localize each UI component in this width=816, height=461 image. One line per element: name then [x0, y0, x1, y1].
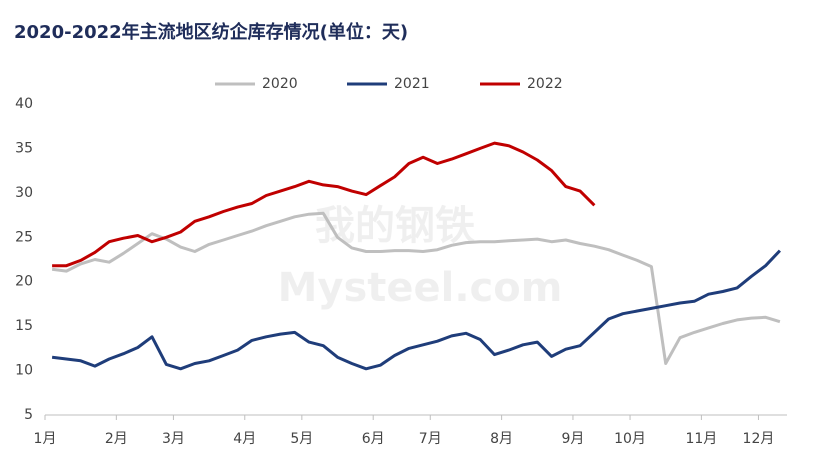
watermark: Mysteel.com — [278, 265, 563, 311]
x-tick-label: 10月 — [614, 431, 646, 447]
x-tick-label: 8月 — [490, 431, 513, 447]
legend-label: 2022 — [527, 76, 563, 92]
series-line — [51, 211, 781, 365]
series-line — [52, 141, 596, 268]
x-tick-label: 7月 — [419, 431, 442, 447]
x-tick-label: 9月 — [562, 431, 585, 447]
y-tick-label: 35 — [15, 140, 33, 156]
y-tick-label: 20 — [15, 274, 33, 290]
y-tick-label: 10 — [15, 363, 33, 379]
y-tick-label: 15 — [15, 318, 33, 334]
y-tick-label: 30 — [15, 185, 33, 201]
legend-label: 2021 — [394, 76, 430, 92]
x-tick-label: 12月 — [743, 431, 775, 447]
x-tick-label: 3月 — [162, 431, 185, 447]
legend-label: 2020 — [262, 76, 298, 92]
series-line — [51, 249, 781, 371]
y-tick-label: 25 — [15, 229, 33, 245]
chart-title: 2020-2022年主流地区纺企库存情况(单位：天) — [14, 21, 408, 43]
x-tick-label: 6月 — [362, 431, 385, 447]
x-tick-label: 1月 — [34, 431, 57, 447]
watermark: 我的钢铁 — [315, 203, 475, 249]
x-tick-label: 11月 — [685, 431, 717, 447]
x-tick-label: 4月 — [233, 431, 256, 447]
y-tick-label: 5 — [24, 407, 33, 423]
y-tick-label: 40 — [15, 96, 33, 112]
x-tick-label: 2月 — [105, 431, 128, 447]
x-tick-label: 5月 — [290, 431, 313, 447]
